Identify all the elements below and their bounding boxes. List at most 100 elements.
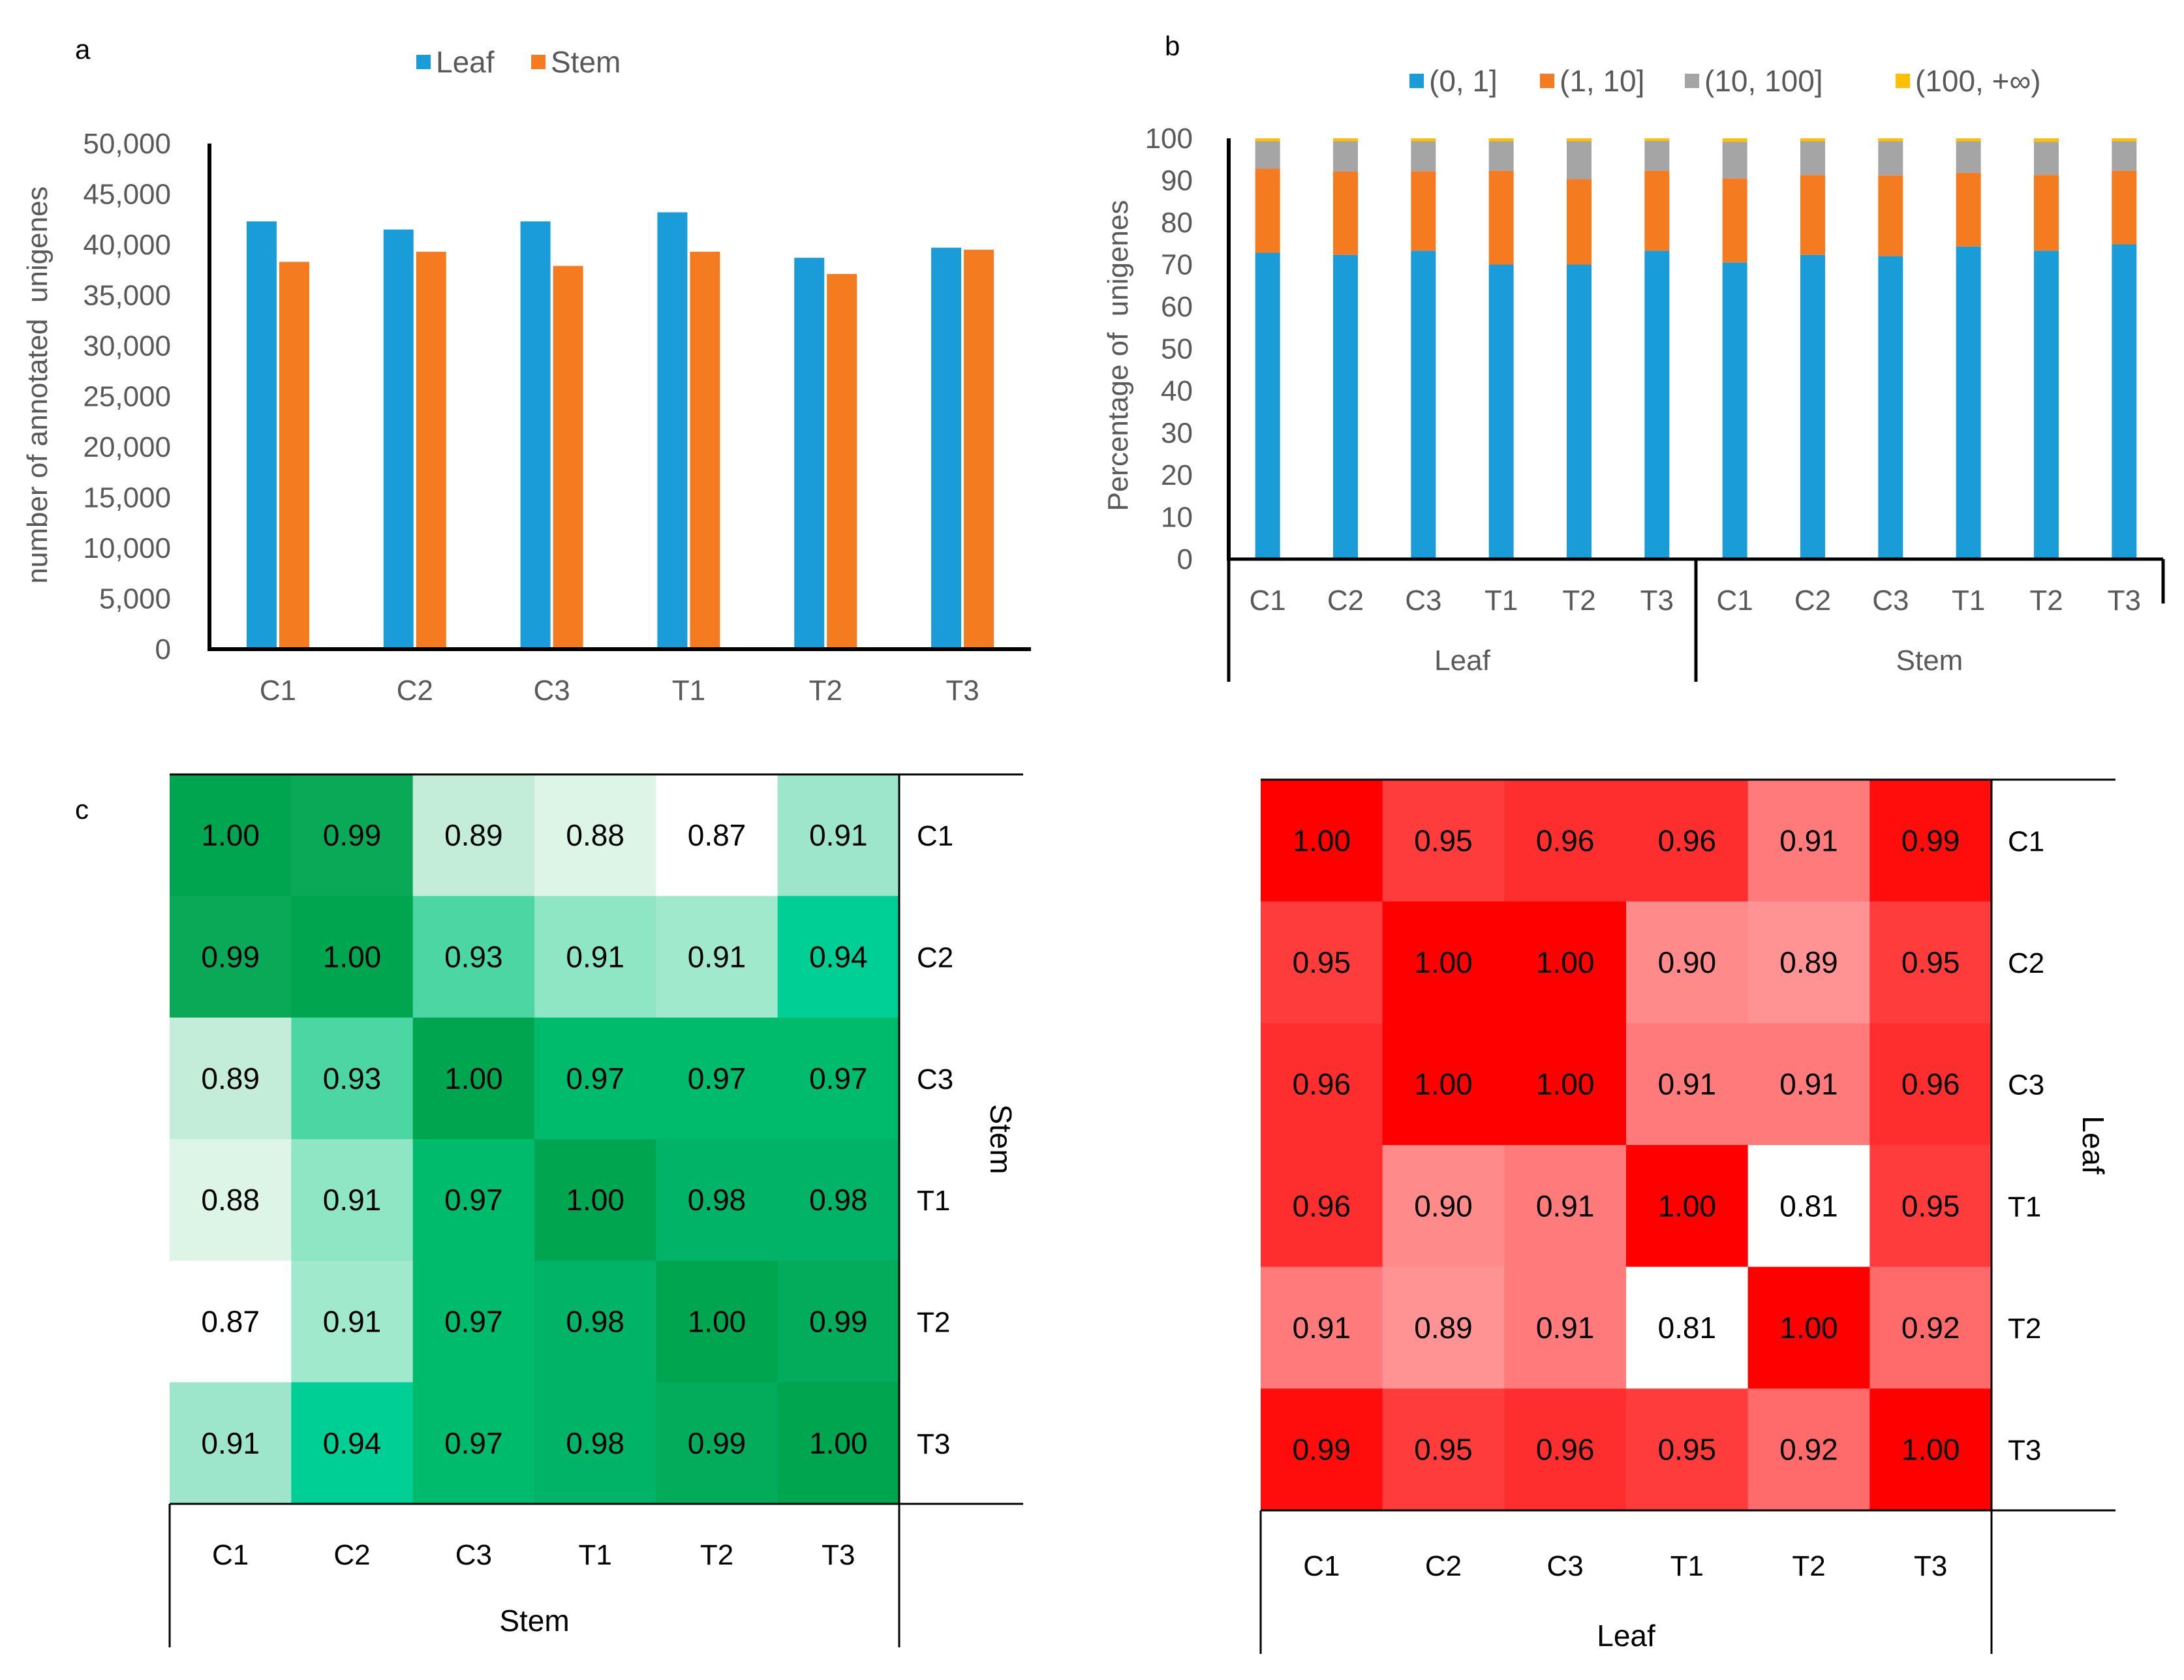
heatmap-leaf-cell-value: 0.90 bbox=[1658, 945, 1717, 979]
heatmap-leaf-cell bbox=[1382, 1266, 1505, 1389]
heatmap-leaf-cell bbox=[1261, 901, 1383, 1024]
panel-b-bar-segment-3-t1 bbox=[1488, 141, 1514, 171]
heatmap-stem-cell bbox=[291, 1260, 414, 1383]
heatmap-stem-cell-value: 0.89 bbox=[444, 818, 503, 852]
heatmap-leaf-cell-value: 0.99 bbox=[1293, 1433, 1351, 1467]
heatmap-stem-col-label: T1 bbox=[578, 1539, 611, 1571]
heatmap-stem-cell-value: 0.91 bbox=[566, 940, 624, 974]
heatmap-leaf-cell-value: 0.96 bbox=[1901, 1067, 1960, 1101]
heatmap-leaf-cell-value: 0.92 bbox=[1901, 1311, 1960, 1345]
panel-b-bar-segment-2-c1 bbox=[1722, 178, 1747, 263]
panel-a-bar-stem-c3 bbox=[553, 266, 583, 649]
heatmap-stem-row-label: C1 bbox=[917, 820, 953, 852]
panel-a-ytick-label: 20,000 bbox=[83, 431, 171, 463]
heatmap-leaf-cell-value: 0.89 bbox=[1414, 1311, 1473, 1345]
heatmap-stem-row-label: C2 bbox=[917, 942, 953, 974]
heatmap-leaf-cell-value: 1.00 bbox=[1536, 945, 1595, 979]
panel-b-bar-segment-1-c3 bbox=[1878, 256, 1903, 559]
heatmap-leaf-cell-value: 0.89 bbox=[1779, 945, 1838, 979]
panel-b-bar-segment-1-c3 bbox=[1411, 251, 1436, 559]
heatmap-leaf-cell-value: 0.91 bbox=[1536, 1189, 1595, 1223]
panel-b-legend-label-3: (10, 100] bbox=[1704, 64, 1823, 98]
heatmap-stem-cell bbox=[170, 1382, 292, 1504]
heatmap-stem-cell-value: 0.93 bbox=[444, 940, 503, 974]
heatmap-stem-cell-value: 0.91 bbox=[323, 1305, 382, 1339]
panel-b-xtick-label: T1 bbox=[1952, 585, 1985, 617]
heatmap-leaf-cell bbox=[1626, 1266, 1749, 1389]
heatmap-leaf-cell bbox=[1382, 780, 1505, 902]
heatmap-stem-cell bbox=[777, 1382, 900, 1504]
heatmap-leaf-cell-value: 1.00 bbox=[1901, 1433, 1960, 1467]
panel-a-ytick-label: 35,000 bbox=[83, 280, 171, 312]
heatmap-stem: 1.00 0.99 0.89 0.88 0.87 0.91 0.99 1.00 0.93 0.91… bbox=[168, 773, 1023, 1647]
heatmap-stem-row-label: C3 bbox=[917, 1063, 953, 1095]
panel-b-ytick-label: 20 bbox=[1161, 459, 1193, 491]
panel-b-bar-segment-2-c2 bbox=[1333, 171, 1358, 255]
heatmap-leaf-cell-value: 0.96 bbox=[1293, 1189, 1351, 1223]
heatmap-leaf-cell bbox=[1869, 1388, 1992, 1511]
heatmap-stem-cell bbox=[656, 1139, 778, 1261]
panel-b-xtick-label: C3 bbox=[1405, 585, 1441, 617]
heatmap-stem-row-label: T2 bbox=[917, 1307, 950, 1339]
heatmap-leaf-col-label: T1 bbox=[1670, 1550, 1704, 1582]
heatmap-stem-cell bbox=[412, 1017, 535, 1140]
heatmap-stem-cell bbox=[534, 1260, 656, 1383]
panel-b-bar-segment-3-c2 bbox=[1333, 141, 1358, 172]
heatmap-leaf-cell bbox=[1261, 1023, 1383, 1146]
panel-a-ylabel: number of annotated unigenes bbox=[22, 186, 54, 583]
heatmap-stem-cell bbox=[656, 1017, 778, 1140]
heatmap-stem-cell-value: 0.94 bbox=[323, 1426, 382, 1460]
panel-a-ytick-label: 40,000 bbox=[83, 229, 171, 261]
heatmap-leaf-cell bbox=[1626, 1145, 1749, 1268]
panel-b-bar-segment-4-t2 bbox=[2034, 138, 2059, 142]
heatmap-stem-cell bbox=[656, 774, 778, 896]
panel-b-bar-segment-3-t2 bbox=[2034, 142, 2059, 176]
heatmap-stem-cell-value: 0.97 bbox=[444, 1305, 503, 1339]
heatmap-stem-cell-value: 0.91 bbox=[809, 818, 868, 852]
panel-b-ytick-label: 80 bbox=[1161, 207, 1193, 239]
heatmap-leaf-cell-value: 1.00 bbox=[1536, 1067, 1595, 1101]
heatmap-leaf-cell bbox=[1869, 901, 1992, 1024]
heatmap-stem-cell bbox=[170, 1260, 292, 1383]
panel-b-legend-swatch-4 bbox=[1896, 74, 1910, 88]
heatmap-stem-cell bbox=[170, 774, 292, 896]
heatmap-leaf-cell bbox=[1504, 1266, 1627, 1389]
panel-b-xtick-label: T1 bbox=[1484, 585, 1518, 617]
heatmap-stem-cell-value: 0.87 bbox=[201, 1305, 260, 1339]
heatmap-stem-cell bbox=[777, 774, 900, 896]
heatmap-stem-row-label: T3 bbox=[917, 1428, 950, 1460]
panel-b-ytick-label: 0 bbox=[1177, 543, 1193, 575]
heatmap-stem-cell-value: 0.98 bbox=[566, 1426, 624, 1460]
heatmap-leaf-cell bbox=[1382, 1388, 1505, 1511]
heatmap-stem-cell-value: 1.00 bbox=[323, 940, 382, 974]
panel-b-ytick-label: 100 bbox=[1145, 123, 1193, 155]
panel-b-xtick-label: T3 bbox=[1640, 585, 1674, 617]
heatmap-leaf-cell-value: 1.00 bbox=[1293, 823, 1351, 857]
heatmap-leaf-cell-value: 0.91 bbox=[1779, 1067, 1838, 1101]
panel-b-bar-segment-4-c2 bbox=[1800, 138, 1825, 142]
heatmap-leaf-cell bbox=[1747, 1023, 1870, 1146]
panel-label-c: c bbox=[75, 794, 89, 825]
legend-swatch-leaf bbox=[416, 55, 431, 69]
heatmap-leaf-row-label: T2 bbox=[2008, 1313, 2041, 1345]
panel-b-bar-segment-4-c3 bbox=[1878, 138, 1903, 142]
heatmap-stem-cell-value: 1.00 bbox=[201, 818, 260, 852]
panel-b-bar-segment-4-c2 bbox=[1333, 138, 1358, 142]
heatmap-stem-cell bbox=[534, 1139, 656, 1261]
heatmap-stem-cell-value: 0.88 bbox=[201, 1183, 260, 1217]
panel-a-ytick-label: 30,000 bbox=[83, 330, 171, 362]
panel-b-bar-segment-4-c1 bbox=[1722, 138, 1747, 142]
heatmap-stem-ylabel: Stem bbox=[984, 1104, 1018, 1174]
panel-a-bar-stem-t2 bbox=[827, 273, 857, 649]
heatmap-leaf-cell bbox=[1504, 1023, 1627, 1146]
heatmap-stem-cell bbox=[534, 1017, 656, 1140]
panel-a-ytick-label: 10,000 bbox=[83, 532, 171, 564]
panel-a-ytick-label: 45,000 bbox=[83, 179, 171, 211]
heatmap-leaf-cell-value: 0.91 bbox=[1658, 1067, 1717, 1101]
heatmap-leaf-cell bbox=[1261, 780, 1383, 902]
heatmap-stem-col-label: T2 bbox=[700, 1539, 733, 1571]
heatmap-stem-cell bbox=[291, 1139, 414, 1261]
panel-b-bar-segment-1-t1 bbox=[1956, 246, 1981, 559]
heatmap-leaf-cell-value: 0.81 bbox=[1779, 1189, 1838, 1223]
heatmap-leaf-cell bbox=[1626, 1388, 1749, 1511]
